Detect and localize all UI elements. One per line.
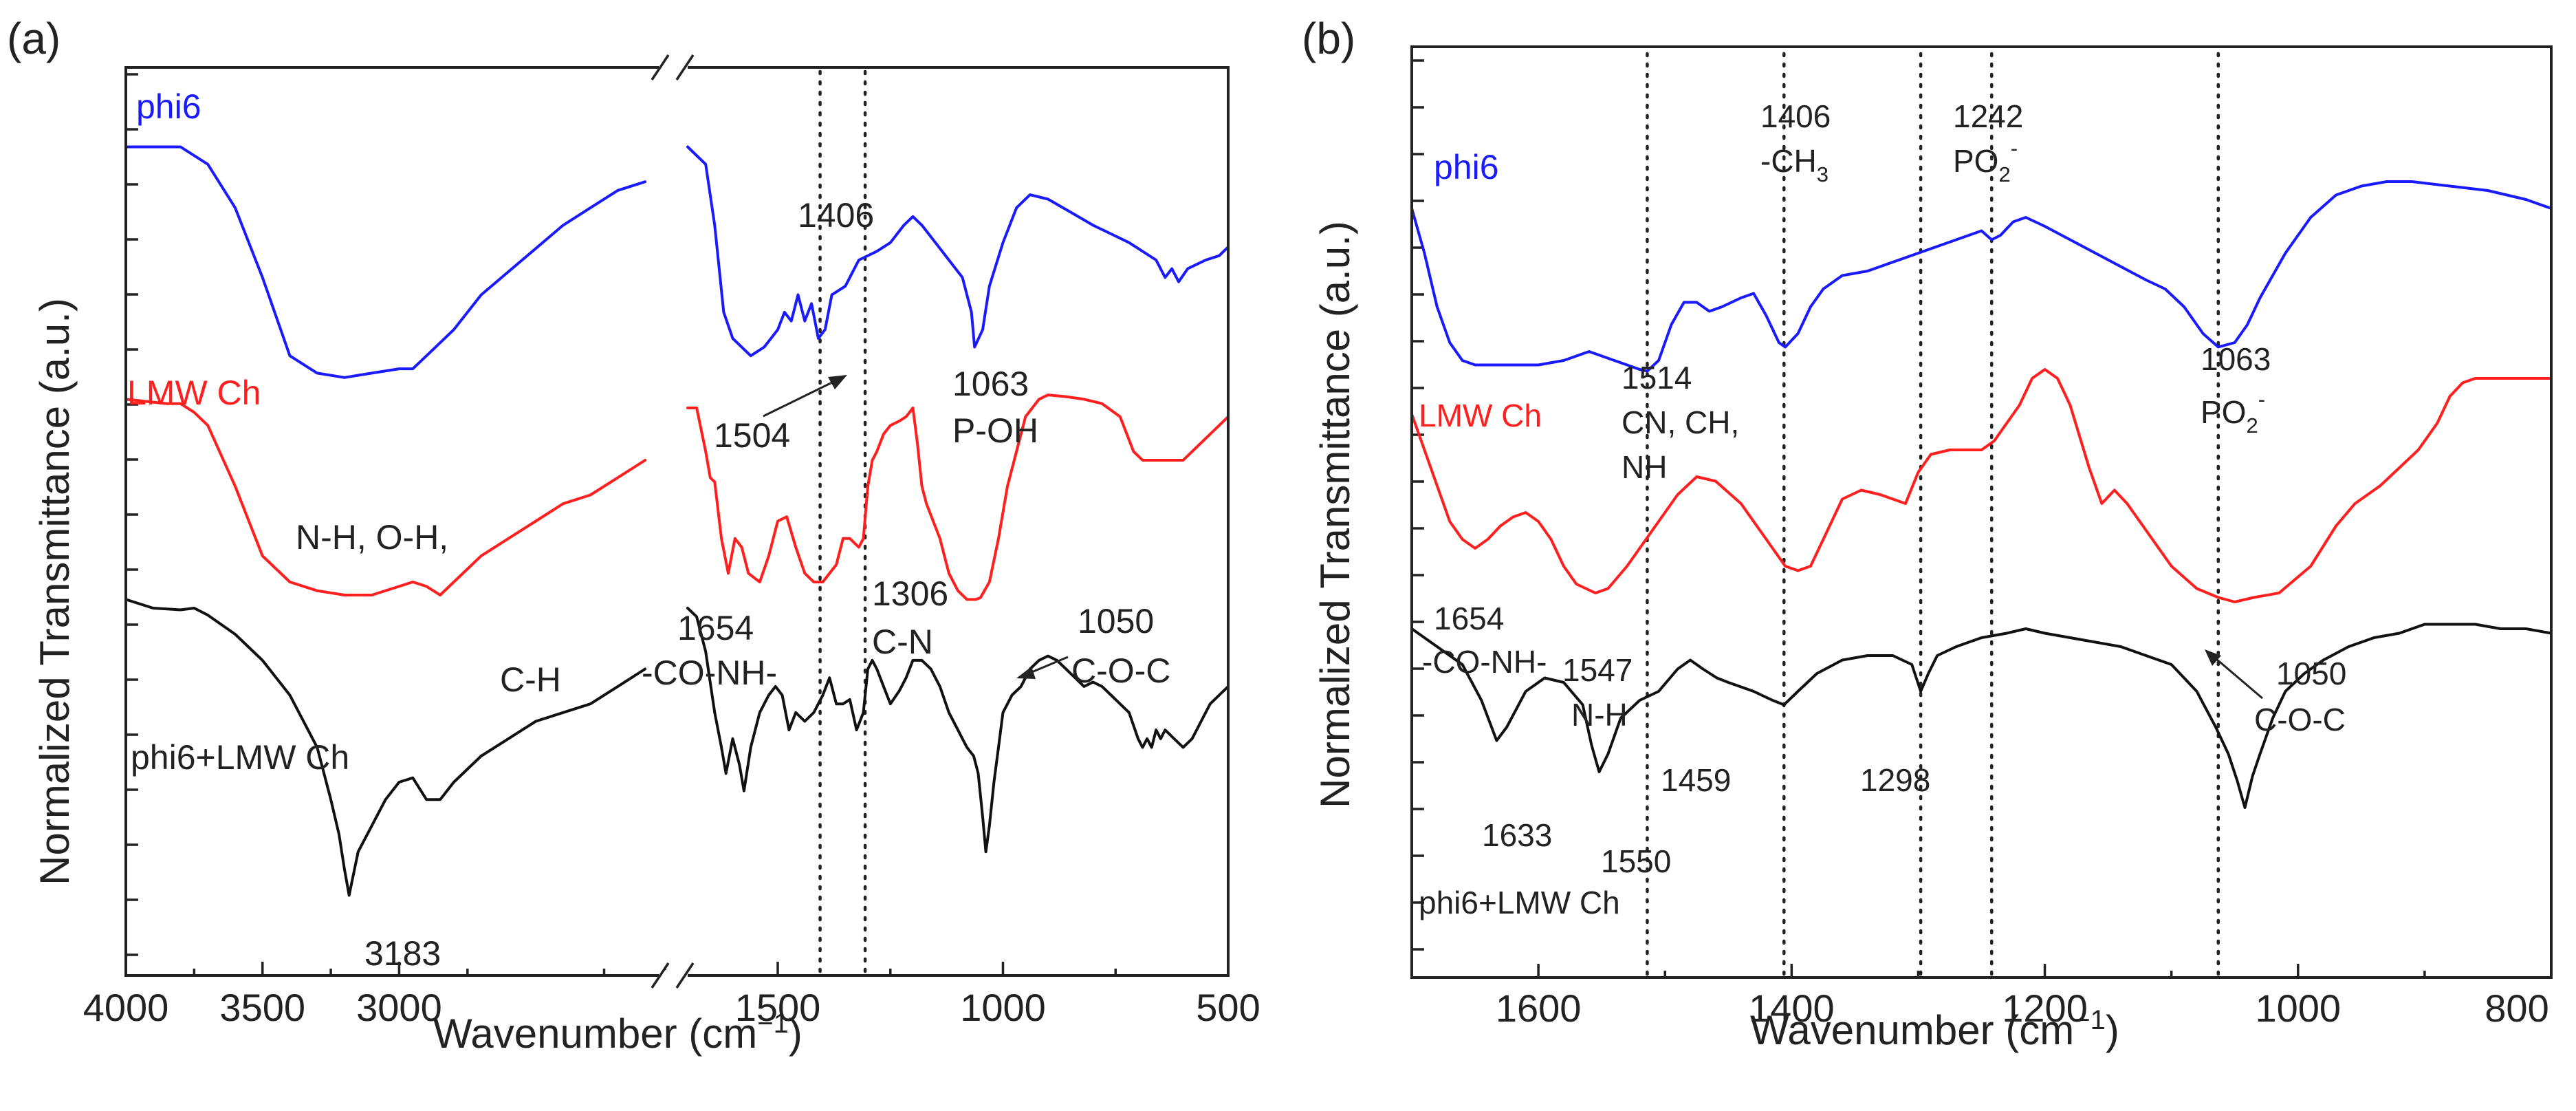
series-lmw-ch-right-curve bbox=[686, 393, 1230, 601]
annotation-b-1633: 1633 bbox=[1482, 817, 1552, 853]
legend-label-phi6-lmw-ch-b: phi6+LMW Ch bbox=[1419, 885, 1620, 920]
x-tick-label: 1000 bbox=[960, 986, 1046, 1029]
annotation-b-cn-ch: CN, CH, bbox=[1622, 405, 1739, 440]
panel-a-tick-marks bbox=[124, 73, 1230, 975]
series-lmw-ch-curve bbox=[1410, 368, 2553, 603]
annotation-b-1459: 1459 bbox=[1661, 762, 1731, 798]
legend-label-phi6-lmw-ch: phi6+LMW Ch bbox=[131, 738, 349, 777]
annotation-c-o-c: C-O-C bbox=[1071, 651, 1170, 690]
series-phi6-curve bbox=[1410, 180, 2553, 373]
annotation-b-co-nh: -CO-NH- bbox=[1422, 644, 1547, 680]
x-tick-label: 3000 bbox=[356, 986, 442, 1029]
annotation-c-h: C-H bbox=[500, 660, 561, 699]
annotation-1654: 1654 bbox=[677, 609, 754, 647]
panel-a-break-mark bbox=[651, 962, 670, 989]
annotation-c-n: C-N bbox=[872, 623, 933, 661]
series-phi6-right-curve bbox=[686, 145, 1230, 358]
series-phi6-left-curve bbox=[124, 145, 647, 379]
annotation-b-n-h: N-H bbox=[1571, 697, 1628, 733]
annotation-b-nh: NH bbox=[1622, 449, 1667, 485]
annotation-1306: 1306 bbox=[872, 574, 948, 613]
annotation-b-c-o-c: C-O-C bbox=[2254, 702, 2346, 737]
x-tick-label: 4000 bbox=[83, 986, 169, 1029]
arrow-1050-head bbox=[1016, 667, 1036, 679]
series-phi6-lmw-ch-left-curve bbox=[124, 598, 647, 897]
panel-b-tick-marks bbox=[1410, 59, 2553, 978]
arrow-b-1050-head bbox=[2205, 649, 2221, 666]
panel-b-plot-frame bbox=[1410, 45, 2553, 979]
annotation-1406: 1406 bbox=[798, 196, 874, 235]
panel-b: (b) Normalized Transmittance (a.u.) 1600… bbox=[1302, 14, 2553, 1053]
series-phi6-lmw-ch-right-curve bbox=[686, 607, 1230, 854]
arrow-1050 bbox=[1029, 656, 1069, 674]
x-tick-label: 1500 bbox=[735, 986, 821, 1029]
legend-label-phi6: phi6 bbox=[136, 87, 201, 126]
legend-label-lmw-ch-b: LMW Ch bbox=[1419, 398, 1542, 433]
panel-a-y-axis-label: Normalized Transmittance (a.u.) bbox=[32, 298, 78, 885]
annotation-b-1063: 1063 bbox=[2201, 341, 2271, 377]
annotation-b-1550: 1550 bbox=[1601, 843, 1671, 879]
annotation-b-1547: 1547 bbox=[1562, 652, 1633, 688]
annotation-b-1514: 1514 bbox=[1622, 360, 1692, 396]
panel-b-y-axis-label: Normalized Transmittance (a.u.) bbox=[1312, 221, 1358, 808]
x-tick-label: 500 bbox=[1196, 986, 1260, 1029]
panel-a-break-gap-top bbox=[659, 62, 688, 73]
annotation-b-po2: PO2- bbox=[2201, 387, 2265, 438]
panel-a-break-mark bbox=[651, 54, 670, 80]
legend-label-phi6-b: phi6 bbox=[1434, 148, 1499, 186]
series-phi6-lmw-ch-curve bbox=[1410, 623, 2553, 809]
annotation-3183: 3183 bbox=[364, 934, 441, 973]
x-tick-label: 3500 bbox=[219, 986, 305, 1029]
panel-a-curves bbox=[124, 145, 1230, 897]
panel-b-reference-lines bbox=[1646, 52, 2220, 977]
x-tick-label: 1200 bbox=[2002, 986, 2088, 1030]
panel-a-break-mark bbox=[675, 962, 695, 989]
panel-a-plot-frame bbox=[124, 66, 1230, 977]
annotation-co-nh: -CO-NH- bbox=[642, 654, 777, 692]
arrow-b-1050 bbox=[2216, 658, 2263, 700]
annotation-b-po2-top: PO2- bbox=[1953, 136, 2018, 186]
series-lmw-ch-left-curve bbox=[124, 398, 647, 596]
x-tick-label: 1600 bbox=[1496, 986, 1582, 1030]
annotation-1050: 1050 bbox=[1078, 602, 1154, 640]
panel-a-tick-labels: 4000 3500 3000 1500 1000 500 bbox=[83, 986, 1260, 1029]
arrow-1504 bbox=[763, 380, 834, 418]
panel-a-break-gap-bottom bbox=[659, 970, 688, 981]
annotation-b-1298: 1298 bbox=[1860, 762, 1930, 798]
x-tick-label: 1400 bbox=[1749, 986, 1835, 1030]
panel-b-label: (b) bbox=[1302, 14, 1355, 63]
panel-a-x-axis-label: Wavenumber (cm−1) bbox=[433, 1008, 803, 1057]
annotation-b-1050: 1050 bbox=[2276, 656, 2346, 691]
annotation-b-1654: 1654 bbox=[1434, 601, 1504, 636]
panel-a-break-mark bbox=[675, 54, 695, 80]
arrow-1504-head bbox=[828, 375, 847, 389]
annotation-1063: 1063 bbox=[952, 365, 1029, 403]
x-tick-label: 1000 bbox=[2255, 986, 2341, 1030]
panel-a: (a) Normalized Transmittance (a.u.) 4000… bbox=[7, 14, 1260, 1057]
annotation-b-ch3: -CH3 bbox=[1760, 143, 1829, 186]
annotation-nh-oh: N-H, O-H, bbox=[296, 518, 448, 557]
annotation-b-1242: 1242 bbox=[1953, 98, 2023, 134]
annotation-1504: 1504 bbox=[714, 416, 790, 455]
panel-b-x-axis-label: Wavenumber (cm−1) bbox=[1750, 1005, 2119, 1053]
panel-b-tick-labels: 1600 1400 1200 1000 800 bbox=[1496, 986, 2549, 1030]
x-tick-label: 800 bbox=[2485, 986, 2548, 1030]
annotation-b-1406: 1406 bbox=[1760, 98, 1831, 134]
panel-b-curves bbox=[1410, 180, 2553, 809]
panel-a-label: (a) bbox=[7, 14, 61, 63]
legend-label-lmw-ch: LMW Ch bbox=[127, 374, 261, 412]
annotation-p-oh: P-OH bbox=[952, 411, 1038, 450]
